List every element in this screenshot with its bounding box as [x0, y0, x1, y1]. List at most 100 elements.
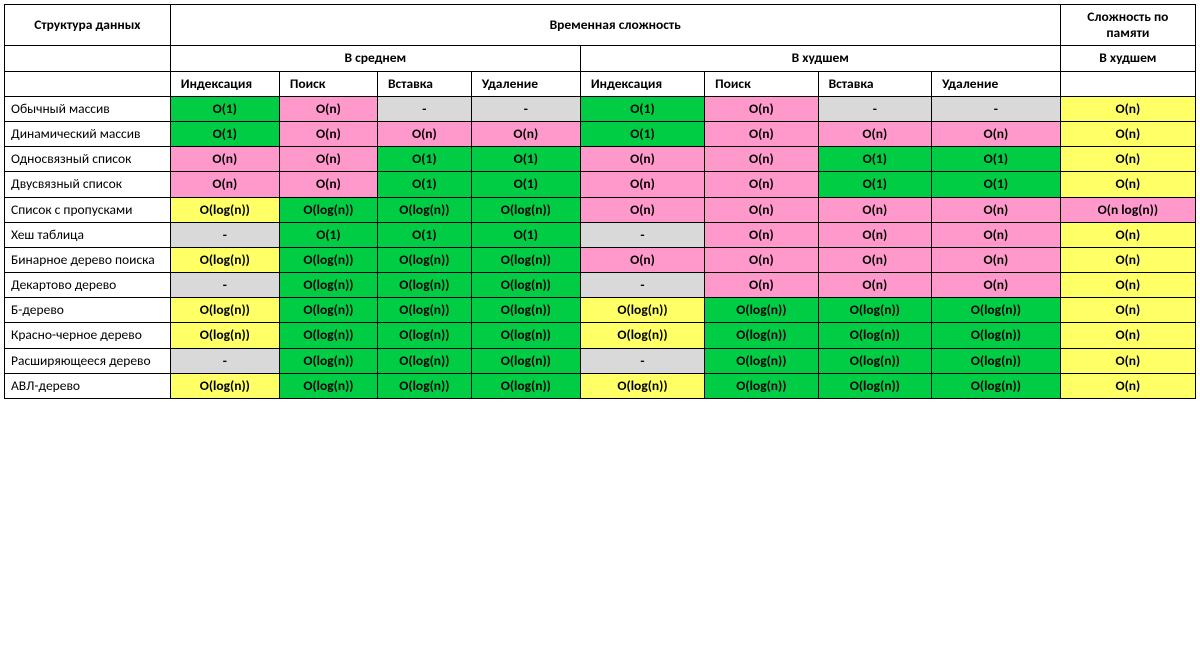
- header-op-avg-2: Вставка: [377, 71, 471, 96]
- complexity-cell: O(log(n)): [705, 373, 818, 398]
- complexity-cell: O(n): [1060, 121, 1195, 146]
- header-op-worst-3: Удаление: [932, 71, 1061, 96]
- complexity-cell: O(n): [580, 247, 704, 272]
- complexity-cell: O(n): [818, 121, 931, 146]
- row-label: АВЛ-дерево: [5, 373, 171, 398]
- complexity-cell: O(log(n)): [705, 298, 818, 323]
- complexity-cell: O(log(n)): [705, 323, 818, 348]
- table-row: Б-деревоO(log(n))O(log(n))O(log(n))O(log…: [5, 298, 1196, 323]
- header-space: Сложность по памяти: [1060, 5, 1195, 46]
- table-row: Двусвязный списокO(n)O(n)O(1)O(1)O(n)O(n…: [5, 172, 1196, 197]
- header-blank-3: [1060, 71, 1195, 96]
- complexity-cell: O(n log(n)): [1060, 197, 1195, 222]
- complexity-cell: O(n): [1060, 323, 1195, 348]
- complexity-cell: O(n): [1060, 96, 1195, 121]
- complexity-cell: O(log(n)): [471, 197, 580, 222]
- complexity-cell: O(n): [377, 121, 471, 146]
- row-label: Односвязный список: [5, 147, 171, 172]
- complexity-cell: O(log(n)): [932, 323, 1061, 348]
- complexity-cell: O(n): [170, 172, 279, 197]
- complexity-cell: O(log(n)): [377, 323, 471, 348]
- complexity-cell: O(log(n)): [279, 348, 377, 373]
- complexity-cell: O(log(n)): [471, 323, 580, 348]
- header-blank-2: [5, 71, 171, 96]
- complexity-cell: -: [170, 348, 279, 373]
- complexity-cell: -: [932, 96, 1061, 121]
- complexity-cell: O(n): [705, 222, 818, 247]
- complexity-cell: O(n): [471, 121, 580, 146]
- complexity-cell: O(n): [932, 222, 1061, 247]
- complexity-cell: O(log(n)): [932, 373, 1061, 398]
- complexity-cell: O(log(n)): [705, 348, 818, 373]
- row-label: Динамический массив: [5, 121, 171, 146]
- table-body: Обычный массивO(1)O(n)--O(1)O(n)--O(n)Ди…: [5, 96, 1196, 398]
- complexity-cell: O(1): [818, 172, 931, 197]
- row-label: Обычный массив: [5, 96, 171, 121]
- table-row: Бинарное дерево поиска O(log(n))O(log(n))…: [5, 247, 1196, 272]
- complexity-cell: O(n): [705, 147, 818, 172]
- complexity-cell: O(log(n)): [279, 298, 377, 323]
- complexity-cell: O(log(n)): [932, 348, 1061, 373]
- complexity-cell: O(n): [818, 247, 931, 272]
- complexity-cell: O(log(n)): [170, 197, 279, 222]
- table-row: Список с пропускамиO(log(n))O(log(n))O(l…: [5, 197, 1196, 222]
- complexity-cell: O(1): [471, 172, 580, 197]
- complexity-cell: O(n): [818, 197, 931, 222]
- complexity-cell: O(log(n)): [279, 373, 377, 398]
- header-blank-1: [5, 46, 171, 71]
- complexity-cell: O(log(n)): [932, 298, 1061, 323]
- complexity-cell: O(log(n)): [580, 373, 704, 398]
- complexity-cell: O(log(n)): [818, 348, 931, 373]
- complexity-cell: O(n): [705, 247, 818, 272]
- complexity-cell: O(1): [471, 222, 580, 247]
- complexity-cell: O(1): [170, 96, 279, 121]
- table-row: Декартово дерево-O(log(n))O(log(n))O(log…: [5, 273, 1196, 298]
- complexity-cell: O(n): [932, 197, 1061, 222]
- header-worst: В худшем: [580, 46, 1060, 71]
- complexity-cell: O(n): [1060, 348, 1195, 373]
- header-op-worst-0: Индексация: [580, 71, 704, 96]
- complexity-cell: O(log(n)): [279, 273, 377, 298]
- row-label: Список с пропусками: [5, 197, 171, 222]
- header-row-3: Индексация Поиск Вставка Удаление Индекс…: [5, 71, 1196, 96]
- complexity-cell: O(1): [279, 222, 377, 247]
- header-row-2: В среднем В худшем В худшем: [5, 46, 1196, 71]
- complexity-cell: -: [818, 96, 931, 121]
- complexity-cell: O(log(n)): [279, 323, 377, 348]
- complexity-cell: O(n): [279, 121, 377, 146]
- row-label: Бинарное дерево поиска: [5, 247, 171, 272]
- complexity-cell: O(log(n)): [170, 323, 279, 348]
- complexity-cell: O(n): [279, 147, 377, 172]
- header-op-worst-2: Вставка: [818, 71, 931, 96]
- complexity-cell: O(log(n)): [279, 247, 377, 272]
- row-label: Двусвязный список: [5, 172, 171, 197]
- complexity-cell: O(1): [377, 147, 471, 172]
- complexity-cell: O(n): [580, 147, 704, 172]
- row-label: Хеш таблица: [5, 222, 171, 247]
- complexity-cell: O(log(n)): [279, 197, 377, 222]
- complexity-cell: O(log(n)): [471, 273, 580, 298]
- complexity-cell: O(log(n)): [377, 247, 471, 272]
- header-structure: Структура данных: [5, 5, 171, 46]
- complexity-cell: -: [580, 273, 704, 298]
- complexity-cell: O(n): [818, 222, 931, 247]
- complexity-cell: O(log(n)): [580, 323, 704, 348]
- complexity-cell: O(log(n)): [377, 197, 471, 222]
- complexity-cell: O(n): [1060, 273, 1195, 298]
- table-row: Красно-черное деревоO(log(n))O(log(n))O(…: [5, 323, 1196, 348]
- complexity-cell: -: [471, 96, 580, 121]
- complexity-cell: O(log(n)): [471, 348, 580, 373]
- complexity-cell: O(n): [705, 96, 818, 121]
- complexity-cell: O(n): [1060, 172, 1195, 197]
- complexity-cell: O(n): [1060, 373, 1195, 398]
- complexity-cell: O(1): [580, 121, 704, 146]
- complexity-cell: O(1): [932, 172, 1061, 197]
- header-time: Временная сложность: [170, 5, 1060, 46]
- complexity-cell: O(1): [818, 147, 931, 172]
- complexity-cell: -: [170, 273, 279, 298]
- header-op-avg-0: Индексация: [170, 71, 279, 96]
- row-label: Б-дерево: [5, 298, 171, 323]
- complexity-cell: O(n): [818, 273, 931, 298]
- complexity-cell: O(n): [1060, 298, 1195, 323]
- complexity-cell: O(log(n)): [170, 373, 279, 398]
